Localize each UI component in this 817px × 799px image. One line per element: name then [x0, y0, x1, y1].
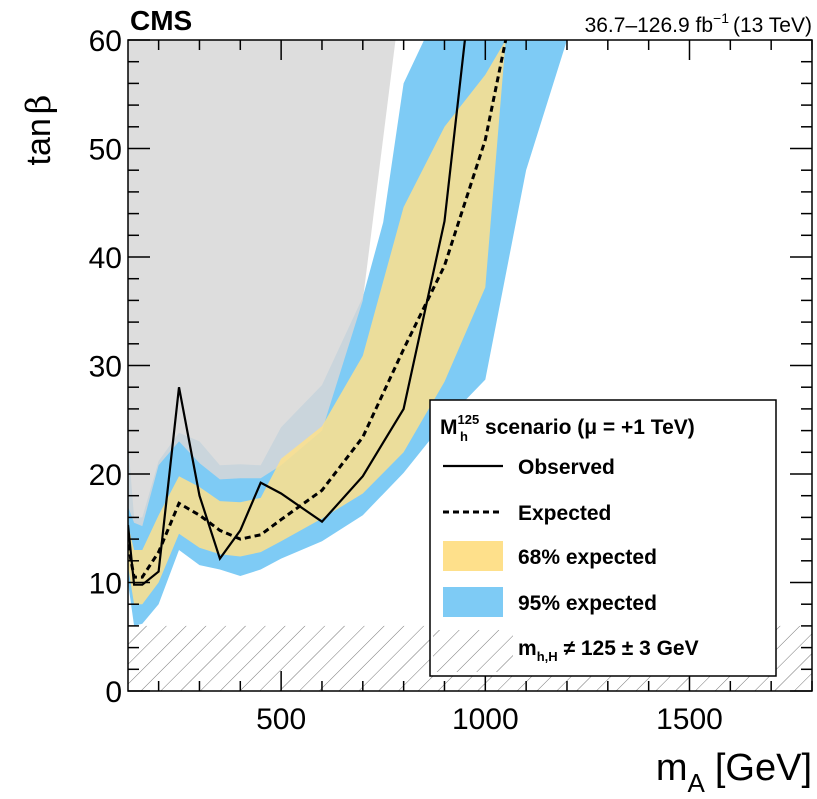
- luminosity-label: 36.7–126.9 fb−1 (13 TeV): [585, 10, 812, 37]
- legend-band95-swatch: [443, 587, 503, 617]
- legend-band68-label: 68% expected: [518, 546, 657, 569]
- legend-expected-label: Expected: [518, 502, 611, 525]
- legend-title-sup: 125: [458, 412, 480, 427]
- legend-hatch-swatch: [433, 630, 513, 672]
- band-68-expected: [128, 40, 527, 605]
- y-axis-label: tan β: [19, 95, 59, 166]
- legend-excluded-label: mh,H ≠ 125 ± 3 GeV: [518, 637, 699, 664]
- legend-title: M125 scenario (μ = +1 TeV): [440, 412, 695, 439]
- y-tick-label: 50: [89, 134, 122, 167]
- y-axis-ticks: 0 10 20 30 40 50 60: [89, 25, 812, 709]
- x-axis-ticks: 500 1000 1500: [157, 40, 813, 736]
- y-tick-label: 40: [89, 242, 122, 275]
- experiment-label: CMS: [130, 5, 192, 36]
- legend-excluded-sub: h,H: [537, 649, 558, 664]
- x-axis-label-sub: A: [688, 768, 706, 798]
- x-axis-label-unit: [GeV]: [715, 747, 812, 789]
- x-tick-label: 500: [256, 703, 306, 736]
- x-tick-label: 1000: [452, 703, 519, 736]
- legend: M125 scenario (μ = +1 TeV) h Observed Ex…: [429, 399, 777, 677]
- y-tick-label: 20: [89, 459, 122, 492]
- y-tick-label: 60: [89, 25, 122, 58]
- observed-excluded-region: [128, 40, 396, 527]
- x-axis-label-main: m: [656, 747, 688, 789]
- legend-band95-label: 95% expected: [518, 592, 657, 615]
- legend-title-sub: h: [460, 429, 468, 444]
- legend-title-rest: scenario (μ = +1 TeV): [479, 416, 695, 439]
- y-axis-label-greek: β: [19, 95, 59, 115]
- y-tick-label: 0: [105, 676, 122, 709]
- y-tick-label: 30: [89, 351, 122, 384]
- x-tick-label: 1500: [656, 703, 723, 736]
- legend-band68-swatch: [443, 541, 503, 571]
- expected-line: [128, 40, 508, 579]
- legend-excluded-rest: ≠ 125 ± 3 GeV: [558, 637, 699, 660]
- energy-label: (13 TeV): [733, 14, 812, 37]
- luminosity-exponent: −1: [713, 10, 729, 26]
- legend-excluded-main: m: [518, 637, 537, 660]
- luminosity-main: 36.7–126.9 fb: [585, 14, 713, 37]
- legend-observed-label: Observed: [518, 456, 615, 479]
- x-axis-label: mA [GeV]: [656, 747, 812, 798]
- y-axis-label-main: tan: [20, 118, 58, 165]
- legend-title-main: M: [440, 416, 458, 439]
- y-tick-label: 10: [89, 568, 122, 601]
- observed-line: [128, 40, 466, 586]
